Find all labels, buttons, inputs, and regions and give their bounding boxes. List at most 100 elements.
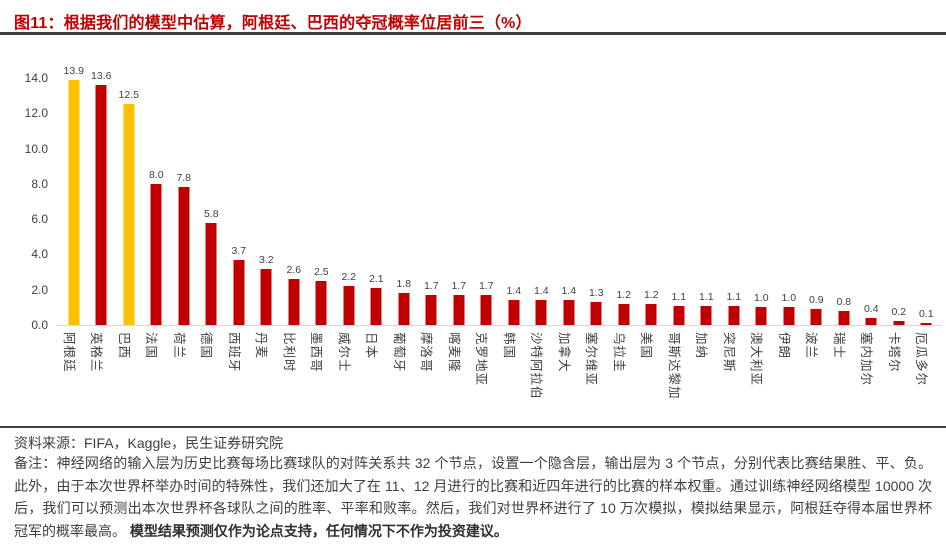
bar-category-label: 荷兰 (171, 332, 186, 360)
bar-category-label: 卡塔尔 (886, 332, 901, 373)
bar (68, 79, 80, 325)
bar-column: 1.4 加拿大 (555, 40, 583, 372)
bar-category-label: 波兰 (804, 332, 819, 360)
bar-category-label: 沙特阿拉伯 (529, 332, 544, 400)
bar-category-label: 美国 (639, 332, 654, 360)
bar (480, 295, 492, 325)
bar-value-label: 1.0 (781, 292, 797, 305)
bar-category-label: 英格兰 (89, 332, 104, 373)
bar-column: 3.7 西班牙 (225, 40, 253, 373)
bar (700, 305, 712, 325)
bar-column: 2.1 日本 (363, 40, 391, 359)
bar (590, 302, 602, 325)
bar-column: 1.4 沙特阿拉伯 (528, 40, 556, 399)
y-tick-label: 4.0 (31, 247, 48, 262)
bar-chart: 0.0 2.0 4.0 6.0 8.0 10.0 12.0 14.0 13.9 阿根廷 13.6 英… (0, 40, 946, 422)
footer-divider (0, 426, 946, 428)
y-tick-label: 12.0 (24, 106, 48, 121)
bar-value-label: 7.8 (176, 172, 192, 185)
bar-value-label: 2.2 (341, 271, 357, 284)
bar-column: 12.5 巴西 (115, 40, 143, 359)
source-note: 资料来源：FIFA，Kaggle，民生证券研究院 (14, 435, 284, 451)
y-tick-label: 6.0 (31, 212, 48, 227)
bar-column: 8.0 法国 (143, 40, 171, 359)
bar (260, 268, 272, 325)
bar-value-label: 3.7 (231, 244, 247, 257)
bar-category-label: 西班牙 (226, 332, 241, 373)
bar (95, 85, 107, 325)
bar-category-label: 巴西 (116, 332, 131, 360)
bar (673, 305, 685, 325)
bar (425, 295, 437, 325)
bar-column: 1.8 葡萄牙 (390, 40, 418, 372)
bar-column: 1.7 喀麦隆 (445, 40, 473, 373)
bar (563, 300, 575, 325)
bar-value-label: 2.5 (313, 265, 329, 278)
bar (315, 280, 327, 325)
bar-value-label: 8.0 (148, 168, 164, 181)
bar-category-label: 喀麦隆 (446, 332, 461, 373)
bar-column: 1.0 伊朗 (775, 40, 803, 359)
bar-value-label: 1.7 (451, 280, 467, 293)
y-tick-label: 10.0 (24, 141, 48, 156)
bar-category-label: 哥斯达黎加 (666, 332, 681, 400)
bar-column: 3.2 丹麦 (253, 40, 281, 359)
bar-category-label: 比利时 (281, 332, 296, 373)
bar-value-label: 0.9 (808, 294, 824, 307)
bar-category-label: 摩洛哥 (419, 332, 434, 373)
bar (205, 222, 217, 325)
bar-column: 0.9 波兰 (803, 40, 831, 359)
bar (810, 309, 822, 325)
bar-category-label: 阿根廷 (61, 332, 76, 373)
bar-value-label: 2.6 (286, 264, 302, 277)
title-underline (0, 32, 946, 35)
bar (233, 259, 245, 325)
bar-value-label: 1.4 (561, 285, 577, 298)
bar-category-label: 韩国 (501, 332, 516, 360)
bar-column: 1.7 克罗地亚 (473, 40, 501, 386)
bar (783, 307, 795, 325)
bar-value-label: 1.0 (753, 292, 769, 305)
bar-value-label: 1.2 (616, 288, 632, 301)
bar-column: 1.2 乌拉圭 (610, 40, 638, 373)
bar-value-label: 1.1 (726, 290, 742, 303)
bar (535, 300, 547, 325)
bar-column: 5.8 德国 (198, 40, 226, 359)
bar-value-label: 1.1 (698, 290, 714, 303)
bar (453, 295, 465, 325)
bar-value-label: 1.4 (533, 285, 549, 298)
bar (728, 305, 740, 325)
bar-value-label: 1.3 (588, 287, 604, 300)
bar-value-label: 12.5 (118, 89, 139, 102)
bar-category-label: 墨西哥 (309, 332, 324, 373)
bar-column: 7.8 荷兰 (170, 40, 198, 359)
bar-column: 2.5 墨西哥 (308, 40, 336, 373)
bar-column: 0.8 瑞士 (830, 40, 858, 359)
bar (893, 321, 905, 325)
bar (865, 317, 877, 325)
bar-category-label: 加纳 (694, 332, 709, 360)
bar-category-label: 克罗地亚 (474, 332, 489, 387)
bar-column: 0.4 塞内加尔 (858, 40, 886, 386)
bar (645, 303, 657, 325)
bar-column: 1.1 哥斯达黎加 (665, 40, 693, 400)
bar-value-label: 0.4 (863, 302, 879, 315)
bar-column: 0.1 厄瓜多尔 (913, 40, 941, 386)
bar (508, 300, 520, 325)
bar (755, 307, 767, 325)
bar (178, 187, 190, 325)
footnote-disclaimer: 模型结果预测仅作为论点支持，任何情况下不作为投资建议。 (129, 522, 508, 539)
bar-column: 0.2 卡塔尔 (885, 40, 913, 372)
y-tick-label: 2.0 (31, 282, 48, 297)
bar-category-label: 澳大利亚 (749, 332, 764, 387)
bar-category-label: 瑞士 (831, 332, 846, 360)
bar-column: 2.2 威尔士 (335, 40, 363, 372)
bar-category-label: 日本 (364, 332, 379, 360)
bar (343, 286, 355, 325)
bar-category-label: 威尔士 (336, 332, 351, 373)
bar-value-label: 3.2 (258, 253, 274, 266)
bar-value-label: 1.8 (396, 278, 412, 291)
bar-category-label: 加拿大 (556, 332, 571, 373)
bar-value-label: 0.2 (891, 306, 907, 319)
